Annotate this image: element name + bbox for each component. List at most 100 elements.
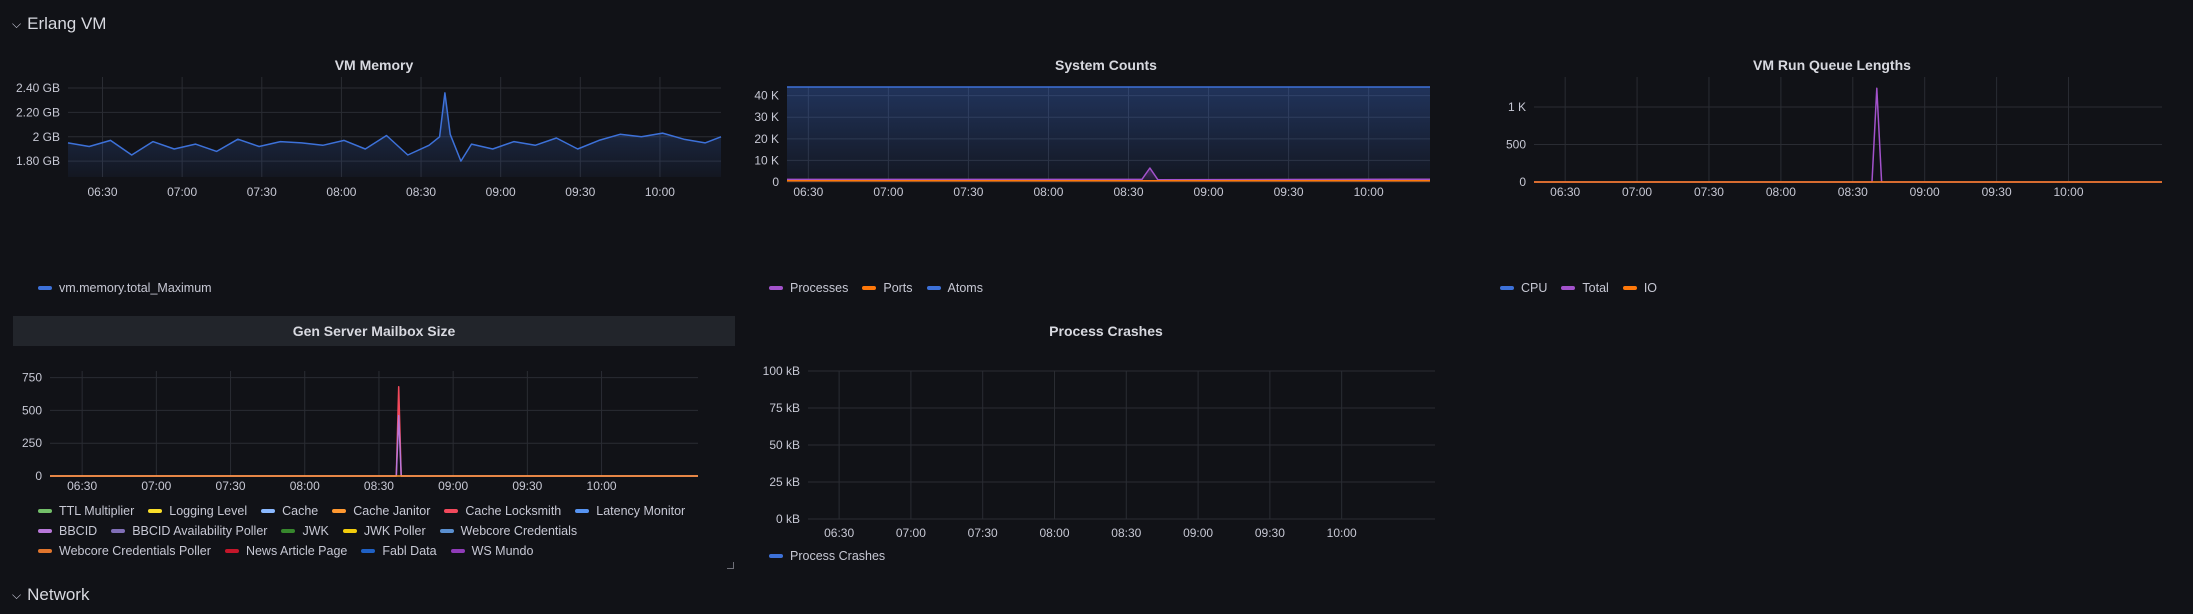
- legend-swatch: [38, 286, 52, 290]
- legend-label: JWK Poller: [363, 524, 426, 538]
- y-tick-label: 75 kB: [769, 401, 800, 415]
- legend-item[interactable]: CPU: [1500, 281, 1547, 295]
- panel-gen-server[interactable]: Gen Server Mailbox Size 0 250 500 750 06:30 0…: [13, 316, 735, 569]
- x-tick-label: 07:30: [968, 526, 998, 540]
- row-title: Erlang VM: [27, 14, 107, 33]
- legend-swatch: [1622, 286, 1637, 290]
- legend-item[interactable]: BBCID Availability Poller: [111, 524, 267, 538]
- legend-label: Latency Monitor: [596, 504, 686, 518]
- x-tick-label: 09:30: [1274, 185, 1304, 199]
- x-tick-label: 08:00: [1033, 185, 1063, 199]
- legend-item[interactable]: IO: [1622, 281, 1658, 295]
- row-title: Network: [27, 585, 90, 604]
- panel-run-queue[interactable]: VM Run Queue Lengths 0 500 1 K 06:30 07:00 07…: [1477, 52, 2187, 304]
- legend-label: Webcore Credentials Poller: [59, 544, 211, 558]
- legend-item[interactable]: WS Mundo: [450, 544, 533, 558]
- legend-item[interactable]: TTL Multiplier: [38, 504, 134, 518]
- chevron-down-icon: ⌵: [12, 16, 22, 31]
- legend-item[interactable]: Webcore Credentials Poller: [38, 544, 211, 558]
- legend-swatch: [361, 549, 376, 553]
- legend-swatch: [769, 554, 783, 558]
- legend-item[interactable]: Cache Locksmith: [444, 504, 561, 518]
- panel-title: Process Crashes: [1049, 323, 1163, 339]
- x-tick-label: 08:30: [1838, 185, 1868, 199]
- x-tick-label: 08:00: [290, 479, 320, 493]
- legend-item[interactable]: BBCID: [38, 524, 97, 538]
- legend-swatch: [444, 509, 459, 513]
- legend-swatch: [111, 529, 126, 533]
- x-tick-label: 06:30: [824, 526, 854, 540]
- run-queue-chart[interactable]: 0 500 1 K 06:30 07:00 07:30 08:00 08:30 09:00 09:…: [1477, 52, 2187, 252]
- x-tick-label: 08:00: [1766, 185, 1796, 199]
- y-tick-label: 50 kB: [769, 438, 800, 452]
- panel-title: Gen Server Mailbox Size: [13, 316, 735, 346]
- legend-label: Fabl Data: [382, 544, 437, 558]
- legend-item[interactable]: Cache Janitor: [332, 504, 430, 518]
- y-tick-label: 100 kB: [763, 364, 800, 378]
- panel-process-crashes[interactable]: Process Crashes 0 kB 25 kB 50 kB 75 kB 100 k…: [745, 316, 1467, 569]
- legend-item[interactable]: Webcore Credentials: [439, 524, 578, 538]
- process-crashes-chart[interactable]: 0 kB 25 kB 50 kB 75 kB 100 kB 06:30 07:00 07:30…: [745, 316, 1467, 546]
- panel-system-counts[interactable]: System Counts 0 10 K 20 K 30 K 40 K 06:30 07:0…: [745, 52, 1467, 304]
- x-tick-label: 06:30: [67, 479, 97, 493]
- legend-swatch: [575, 509, 590, 513]
- legend-swatch: [769, 286, 783, 290]
- legend-item[interactable]: Logging Level: [148, 504, 247, 518]
- y-tick-label: 0: [35, 469, 42, 483]
- system-counts-chart[interactable]: 0 10 K 20 K 30 K 40 K 06:30 07:00 07:30 08:00 08:…: [745, 52, 1467, 252]
- legend: vm.memory.total_Maximum: [38, 281, 718, 295]
- x-tick-label: 10:00: [587, 479, 617, 493]
- gen-server-chart[interactable]: 0 250 500 750 06:30 07:00 07:30 08:00 08:30 09:00…: [13, 316, 735, 493]
- legend-label: Webcore Credentials: [460, 524, 578, 538]
- x-tick-label: 09:30: [565, 185, 595, 199]
- y-tick-label: 750: [22, 371, 42, 385]
- legend-swatch: [1500, 286, 1514, 290]
- y-tick-label: 0 kB: [776, 512, 800, 526]
- legend-item[interactable]: Total: [1561, 281, 1609, 295]
- legend-item[interactable]: Ports: [862, 281, 913, 295]
- legend-label: Atoms: [947, 281, 983, 295]
- panel-title: System Counts: [1055, 57, 1157, 73]
- legend-label: BBCID Availability Poller: [132, 524, 268, 538]
- vm-memory-chart[interactable]: 1.80 GB 2 GB 2.20 GB 2.40 GB 06:30 07:00 07:30…: [13, 52, 735, 252]
- x-tick-label: 08:30: [1113, 185, 1143, 199]
- row-header-network[interactable]: ⌵ Network: [12, 585, 89, 605]
- legend-label: IO: [1643, 281, 1658, 295]
- chevron-down-icon: ⌵: [12, 587, 22, 602]
- x-tick-label: 07:30: [1694, 185, 1724, 199]
- y-tick-label: 2 GB: [33, 130, 60, 144]
- x-tick-label: 09:00: [438, 479, 468, 493]
- legend-swatch: [38, 529, 52, 533]
- legend: TTL Multiplier Logging Level Cache Cache Ja…: [38, 504, 718, 558]
- legend-item[interactable]: JWK: [281, 524, 329, 538]
- y-tick-label: 0: [772, 175, 779, 189]
- panel-vm-memory[interactable]: VM Memory 1.80 GB 2 GB 2.20 GB 2.40 GB 06:30…: [13, 52, 735, 304]
- legend-item[interactable]: Processes: [769, 281, 848, 295]
- x-tick-label: 10:00: [2054, 185, 2084, 199]
- legend-item[interactable]: News Article Page: [224, 544, 347, 558]
- series-line-processes[interactable]: [787, 167, 1431, 181]
- y-tick-label: 1.80 GB: [16, 154, 60, 168]
- legend-swatch: [281, 529, 296, 533]
- y-tick-label: 25 kB: [769, 475, 800, 489]
- x-tick-label: 10:00: [1354, 185, 1384, 199]
- x-tick-label: 09:30: [512, 479, 542, 493]
- legend-item[interactable]: Process Crashes: [769, 549, 885, 563]
- legend-item[interactable]: JWK Poller: [342, 524, 426, 538]
- series-line-cache-locksmith[interactable]: [50, 386, 698, 477]
- y-tick-label: 30 K: [754, 110, 779, 124]
- legend-item[interactable]: Cache: [261, 504, 318, 518]
- series-line-total[interactable]: [1534, 87, 2162, 183]
- legend-item[interactable]: Fabl Data: [361, 544, 437, 558]
- series-line-bbcid[interactable]: [50, 414, 698, 477]
- legend-item[interactable]: Atoms: [926, 281, 983, 295]
- legend-item[interactable]: Latency Monitor: [575, 504, 685, 518]
- resize-handle[interactable]: [727, 562, 734, 569]
- y-tick-label: 500: [22, 403, 42, 417]
- y-tick-label: 2.20 GB: [16, 105, 60, 119]
- series-line-vm-memory-total-maximum[interactable]: [67, 92, 722, 162]
- row-header-erlang-vm[interactable]: ⌵ Erlang VM: [12, 14, 106, 34]
- x-tick-label: 09:00: [1183, 526, 1213, 540]
- legend-item[interactable]: vm.memory.total_Maximum: [38, 281, 212, 295]
- legend-label: BBCID: [59, 524, 98, 538]
